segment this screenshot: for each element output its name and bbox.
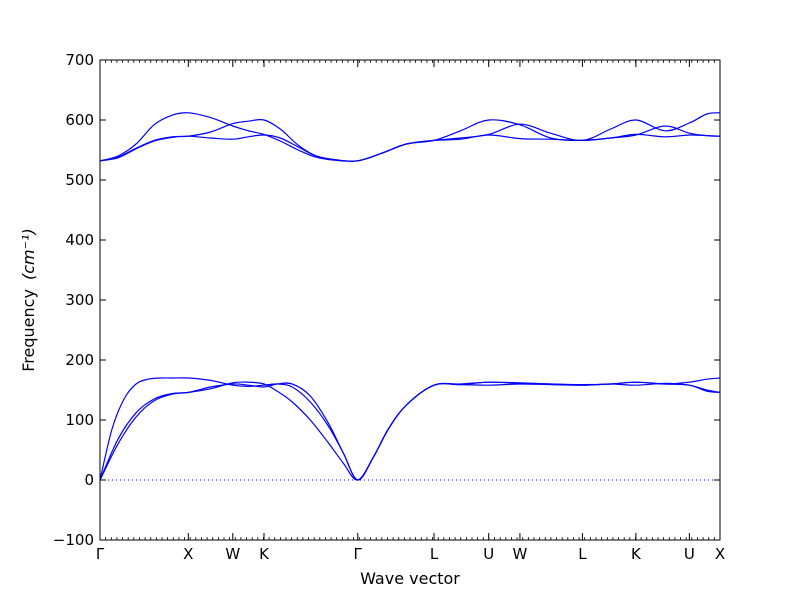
- y-tick-label: 300: [65, 291, 94, 309]
- x-tick-label: W: [513, 545, 528, 563]
- y-tick-label: 700: [65, 51, 94, 69]
- series-layer: [99, 112, 721, 481]
- y-axis: 700 600 500 400 300 200 100 0 −100: [53, 51, 720, 549]
- band-line-4: [99, 377, 721, 481]
- y-tick-label: 200: [65, 351, 94, 369]
- y-tick-label: 400: [65, 231, 94, 249]
- y-axis-title: Frequency (cm⁻¹): [19, 228, 38, 371]
- x-tick-label: Γ: [354, 545, 363, 563]
- y-tick-label: 600: [65, 111, 94, 129]
- x-tick-label: L: [578, 545, 587, 563]
- x-tick-label: W: [225, 545, 240, 563]
- band-line-3: [99, 119, 721, 162]
- x-axis-title: Wave vector: [360, 569, 460, 588]
- x-tick-label: U: [483, 545, 494, 563]
- x-minor-ticks: [99, 60, 721, 540]
- plot-frame: [99, 59, 721, 541]
- band-line-6: [99, 377, 721, 481]
- x-tick-label: Γ: [96, 545, 105, 563]
- x-tick-label: L: [430, 545, 439, 563]
- y-tick-label: 100: [65, 411, 94, 429]
- x-tick-label: U: [684, 545, 695, 563]
- x-tick-label: K: [259, 545, 270, 563]
- band-line-5: [99, 382, 721, 481]
- y-axis-title-text: Frequency: [19, 289, 38, 372]
- x-tick-label: X: [715, 545, 725, 563]
- y-axis-unit: (cm⁻¹): [19, 228, 38, 280]
- x-tick-label: K: [631, 545, 642, 563]
- y-tick-label: 500: [65, 171, 94, 189]
- x-tick-label: X: [183, 545, 193, 563]
- y-tick-label: 0: [84, 471, 94, 489]
- y-tick-label: −100: [53, 531, 94, 549]
